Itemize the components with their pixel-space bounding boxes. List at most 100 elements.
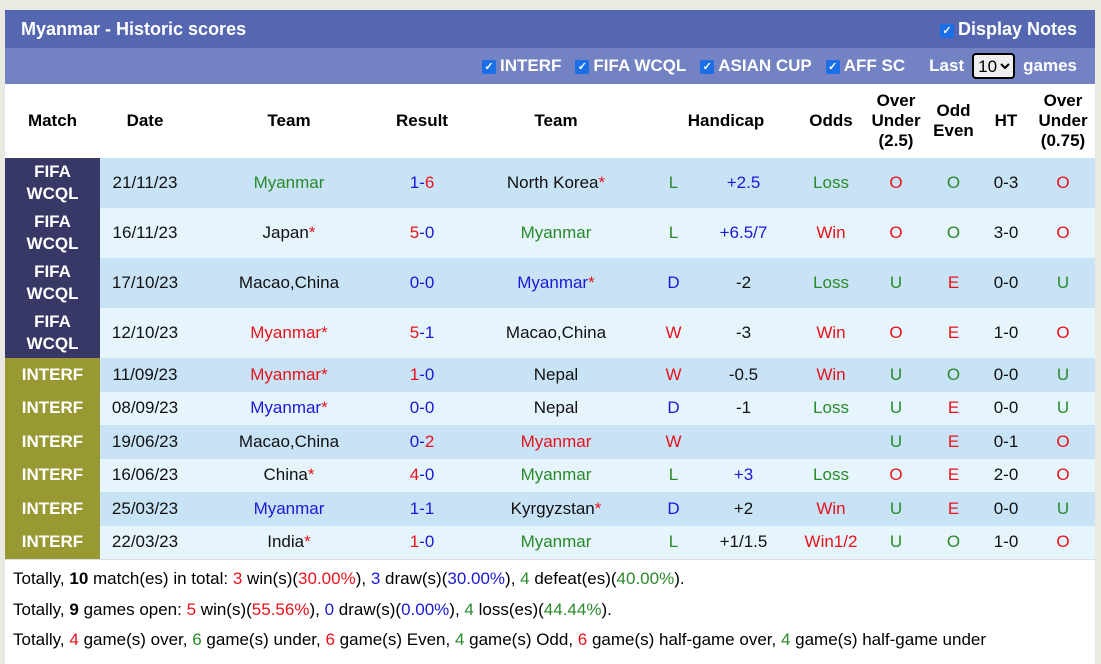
score-separator: -	[419, 364, 425, 384]
team-away[interactable]: Myanmar	[456, 425, 656, 459]
team-away[interactable]: Myanmar	[456, 208, 656, 258]
handicap: +2.5	[691, 158, 796, 208]
team-home[interactable]: Myanmar	[190, 158, 388, 208]
team-away[interactable]: Nepal	[456, 358, 656, 392]
checkbox-checked-icon[interactable]: ✓	[825, 60, 840, 74]
team-away[interactable]: North Korea*	[456, 158, 656, 208]
team-away[interactable]: Myanmar	[456, 458, 656, 492]
win-loss: L	[656, 158, 691, 208]
team-away[interactable]: Kyrgyzstan*	[456, 492, 656, 526]
team-name[interactable]: Japan	[262, 223, 309, 242]
match-date: 08/09/23	[100, 391, 190, 425]
team-home[interactable]: Myanmar	[190, 492, 388, 526]
team-name[interactable]: China	[263, 465, 308, 485]
away-score: 0	[424, 465, 435, 485]
match-date: 19/06/23	[100, 425, 190, 459]
match-result[interactable]: 0-0	[388, 258, 456, 308]
team-home[interactable]: Myanmar*	[190, 358, 388, 392]
checkbox-checked-icon[interactable]: ✓	[575, 60, 590, 74]
team-home[interactable]: India*	[190, 525, 388, 559]
over-under-2-5: U	[866, 258, 926, 308]
summary-text: 44.44%	[543, 599, 602, 619]
checkbox-checked-icon[interactable]: ✓	[700, 60, 715, 74]
team-home[interactable]: Myanmar*	[190, 391, 388, 425]
match-result[interactable]: 4-0	[388, 458, 456, 492]
team-home[interactable]: Japan*	[190, 208, 388, 258]
summary-text: game(s) Even,	[334, 630, 455, 649]
match-result[interactable]: 1-0	[388, 525, 456, 559]
team-name[interactable]: Macao,China	[238, 431, 340, 451]
filter-fifa-wcql[interactable]: ✓ FIFA WCQL	[575, 56, 686, 76]
summary-text: ).	[674, 569, 685, 588]
competition-label: FIFA WCQL	[5, 308, 100, 358]
team-name[interactable]: Myanmar	[253, 173, 325, 192]
summary-text: ).	[601, 599, 612, 619]
team-name[interactable]: North Korea	[506, 173, 599, 192]
over-under-2-5: O	[866, 308, 926, 358]
checkbox-checked-icon[interactable]: ✓	[482, 60, 496, 74]
summary-text: game(s) over,	[78, 630, 193, 649]
summary-text: 55.56%	[251, 599, 310, 619]
team-name[interactable]: Myanmar	[517, 273, 589, 292]
filter-label: ASIAN CUP	[718, 56, 812, 75]
over-under-2-5: U	[866, 492, 926, 526]
team-away[interactable]: Myanmar*	[456, 258, 656, 308]
odd-even: O	[926, 158, 981, 208]
over-under-2-5: U	[866, 391, 926, 425]
team-away[interactable]: Nepal	[456, 391, 656, 425]
odd-even: E	[926, 258, 981, 308]
column-header: Team	[267, 111, 311, 130]
filter-aff-sc[interactable]: ✓ AFF SC	[825, 56, 905, 76]
display-notes-toggle[interactable]: ✓ Display Notes	[939, 19, 1077, 40]
odds-result: Win	[796, 208, 866, 258]
summary-text: 4	[454, 630, 465, 649]
match-result[interactable]: 0-2	[388, 425, 456, 459]
team-name[interactable]: Macao,China	[505, 323, 607, 342]
away-score: 0	[424, 273, 435, 292]
competition-name: FIFA WCQL	[26, 312, 79, 353]
team-home[interactable]: Macao,China	[190, 258, 388, 308]
competition-name: FIFA WCQL	[26, 262, 79, 303]
match-result[interactable]: 5-1	[388, 308, 456, 358]
team-home[interactable]: Macao,China	[190, 425, 388, 459]
summary-text: 6	[325, 630, 335, 649]
scores-table: Match Date Team Result Team Handicap Odds Over …	[5, 84, 1095, 559]
filter-interf[interactable]: ✓ INTERF	[482, 56, 561, 76]
team-home[interactable]: China*	[190, 458, 388, 492]
summary-text: 30.00%	[447, 569, 506, 588]
team-name[interactable]: India	[267, 532, 305, 552]
team-name[interactable]: Myanmar	[250, 398, 322, 418]
match-result[interactable]: 0-0	[388, 391, 456, 425]
team-away[interactable]: Myanmar	[456, 525, 656, 559]
summary-text: 6	[192, 630, 202, 649]
team-name[interactable]: Myanmar	[520, 532, 592, 552]
last-games-select[interactable]: 10	[972, 53, 1016, 79]
score-separator: -	[419, 431, 425, 451]
team-name[interactable]: Myanmar	[250, 323, 322, 342]
match-result[interactable]: 5-0	[388, 208, 456, 258]
team-name[interactable]: Myanmar	[520, 465, 592, 485]
team-name[interactable]: Nepal	[533, 398, 579, 418]
team-name[interactable]: Myanmar	[520, 223, 592, 242]
summary-text: 4	[69, 630, 79, 649]
filter-asian-cup[interactable]: ✓ ASIAN CUP	[700, 56, 812, 76]
match-result[interactable]: 1-6	[388, 158, 456, 208]
team-name[interactable]: Macao,China	[238, 273, 340, 292]
handicap: +6.5/7	[691, 208, 796, 258]
team-away[interactable]: Macao,China	[456, 308, 656, 358]
checkbox-checked-icon[interactable]: ✓	[939, 23, 954, 38]
team-name[interactable]: Myanmar	[520, 431, 592, 451]
odds-result: Loss	[796, 391, 866, 425]
match-result[interactable]: 1-1	[388, 492, 456, 526]
handicap: +2	[691, 492, 796, 526]
team-home[interactable]: Myanmar*	[190, 308, 388, 358]
summary-text: games open:	[78, 599, 187, 619]
win-loss: W	[656, 308, 691, 358]
team-name[interactable]: Kyrgyzstan	[510, 498, 595, 518]
summary-text: Totally,	[13, 569, 70, 588]
team-name[interactable]: Myanmar	[250, 364, 322, 384]
team-name[interactable]: Myanmar	[253, 498, 325, 518]
match-result[interactable]: 1-0	[388, 358, 456, 392]
team-name[interactable]: Nepal	[533, 364, 579, 384]
table-row: FIFA WCQL 12/10/23 Myanmar* 5-1 Macao,China W…	[5, 308, 1095, 358]
